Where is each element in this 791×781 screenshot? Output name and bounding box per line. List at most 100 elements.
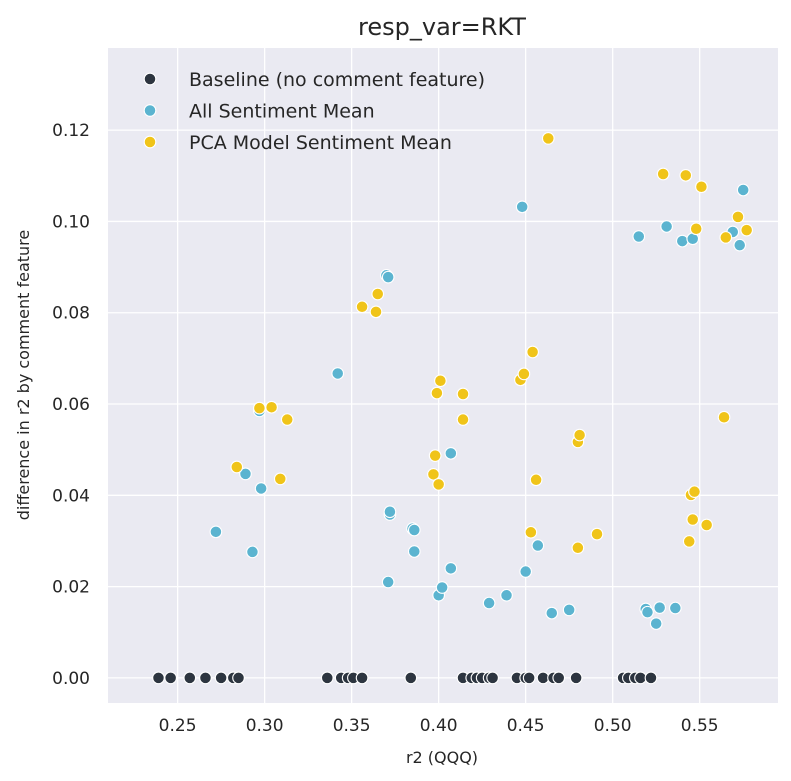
data-point <box>522 671 536 685</box>
data-point <box>562 603 576 617</box>
data-point <box>444 561 458 575</box>
data-point <box>239 467 252 481</box>
data-point <box>456 387 470 401</box>
data-point <box>656 167 670 181</box>
data-point <box>571 541 585 555</box>
data-point <box>369 305 383 319</box>
y-tick-label: 0.04 <box>52 486 90 506</box>
data-point <box>253 401 266 415</box>
y-axis-ticks: 0.00 0.02 0.04 0.06 0.08 0.10 0.12 <box>52 121 90 689</box>
data-point <box>675 234 689 248</box>
data-point <box>644 671 658 685</box>
data-point <box>515 200 529 214</box>
x-axis-ticks: 0.25 0.30 0.35 0.40 0.45 0.50 0.55 <box>159 716 719 736</box>
x-tick-label: 0.55 <box>681 716 719 736</box>
data-point <box>719 231 733 244</box>
data-point <box>500 588 513 602</box>
data-point <box>427 467 440 481</box>
data-points <box>152 132 754 685</box>
data-point <box>517 367 531 381</box>
x-tick-label: 0.25 <box>159 716 197 736</box>
chart-title: resp_var=RKT <box>358 13 526 41</box>
data-point <box>545 606 559 620</box>
data-point <box>531 539 545 552</box>
data-point <box>733 238 747 252</box>
data-point <box>573 428 586 442</box>
data-point <box>434 374 447 388</box>
data-point <box>214 671 228 685</box>
legend: Baseline (no comment feature) All Sentime… <box>143 69 485 154</box>
data-point <box>199 671 212 685</box>
x-tick-label: 0.45 <box>507 716 545 736</box>
data-point <box>381 270 395 284</box>
data-point <box>695 180 708 194</box>
x-tick-label: 0.50 <box>594 716 632 736</box>
data-point <box>740 223 754 237</box>
data-point <box>552 671 566 685</box>
data-point <box>731 210 745 224</box>
data-point <box>232 671 245 685</box>
data-point <box>632 230 646 243</box>
y-tick-label: 0.02 <box>52 578 90 598</box>
legend-label: PCA Model Sentiment Mean <box>189 132 452 154</box>
legend-marker <box>143 135 157 149</box>
data-point <box>653 601 667 614</box>
data-point <box>320 671 334 685</box>
data-point <box>536 671 550 685</box>
data-point <box>686 513 700 526</box>
y-tick-label: 0.06 <box>52 395 90 415</box>
data-point <box>152 671 165 685</box>
data-point <box>371 287 385 301</box>
x-axis-label: r2 (QQQ) <box>406 748 478 767</box>
data-point <box>688 485 701 499</box>
data-point <box>428 449 442 462</box>
data-point <box>524 525 538 539</box>
x-tick-label: 0.35 <box>333 716 371 736</box>
data-point <box>265 400 278 414</box>
data-point <box>435 581 449 594</box>
data-point <box>590 527 604 541</box>
data-point <box>381 575 395 589</box>
data-point <box>519 565 533 578</box>
data-point <box>717 410 731 424</box>
legend-marker <box>143 104 157 117</box>
data-point <box>183 671 197 685</box>
data-point <box>383 505 397 519</box>
data-point <box>649 617 663 630</box>
y-axis-label: difference in r2 by comment feature <box>14 230 33 521</box>
data-point <box>273 472 287 486</box>
x-tick-label: 0.30 <box>246 716 284 736</box>
data-point <box>660 220 673 233</box>
data-point <box>355 300 369 314</box>
data-point <box>668 601 682 615</box>
data-point <box>254 482 268 495</box>
y-tick-label: 0.00 <box>52 669 90 689</box>
data-point <box>164 671 177 685</box>
y-tick-label: 0.12 <box>52 121 90 141</box>
data-point <box>700 518 713 532</box>
data-point <box>209 525 223 539</box>
data-point <box>482 596 496 610</box>
data-point <box>404 671 418 685</box>
data-point <box>280 413 294 426</box>
data-point <box>230 460 244 474</box>
data-point <box>430 386 444 400</box>
y-tick-label: 0.10 <box>52 212 90 232</box>
data-point <box>641 605 654 619</box>
data-point <box>355 671 369 685</box>
data-point <box>634 671 647 685</box>
legend-label: Baseline (no comment feature) <box>189 69 485 91</box>
data-point <box>407 545 421 558</box>
data-point <box>541 132 555 145</box>
y-tick-label: 0.08 <box>52 304 90 324</box>
legend-marker <box>143 72 157 86</box>
data-point <box>689 222 703 236</box>
data-point <box>331 367 345 380</box>
data-point <box>529 473 543 487</box>
data-point <box>407 523 421 537</box>
data-point <box>736 183 750 197</box>
data-point <box>526 345 539 359</box>
data-point <box>486 671 499 685</box>
data-point <box>682 535 696 548</box>
